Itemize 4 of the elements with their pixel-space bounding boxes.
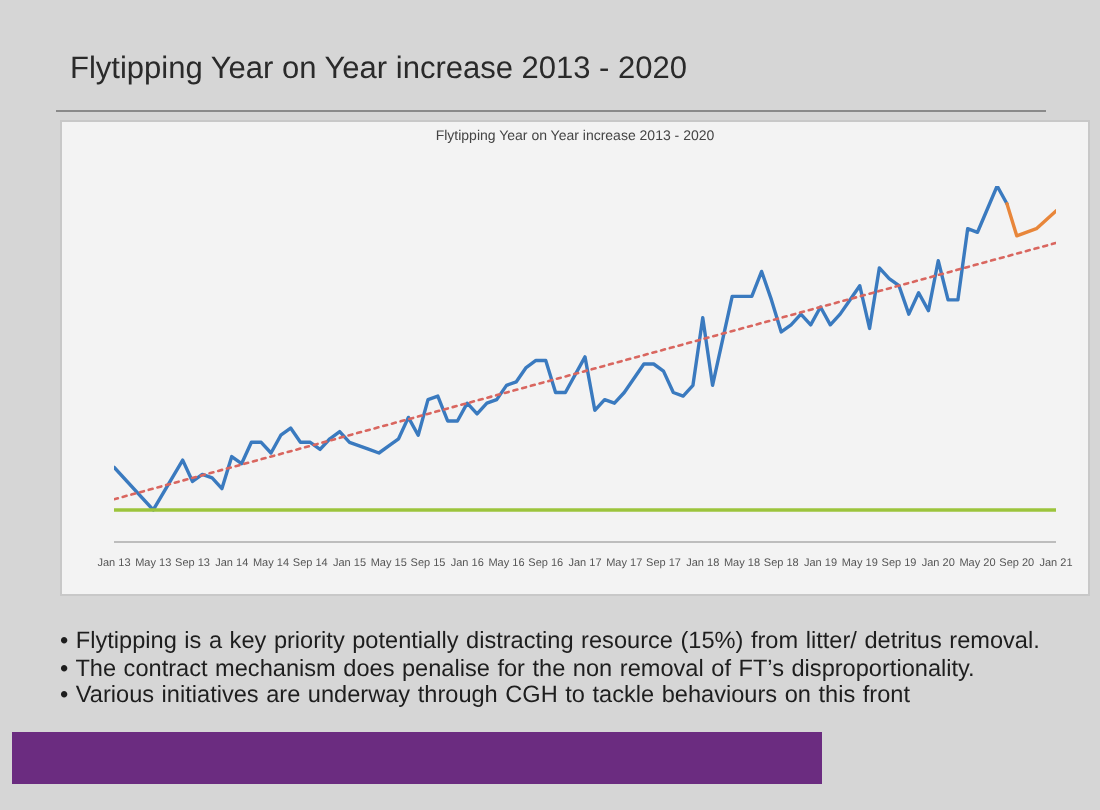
text: • Flytipping is a key priority potentially distracting resource (15%) from litter/ detritus removal. — [60, 626, 1042, 655]
text: • Various initiatives are underway through CGH to tackle behaviours on this front — [60, 680, 910, 709]
text: • The contract mechanism does penalise for the non removal of FT’s disproportionality. — [60, 653, 977, 682]
chart-title: Flytipping Year on Year increase 2013 - 2020 — [70, 52, 688, 88]
